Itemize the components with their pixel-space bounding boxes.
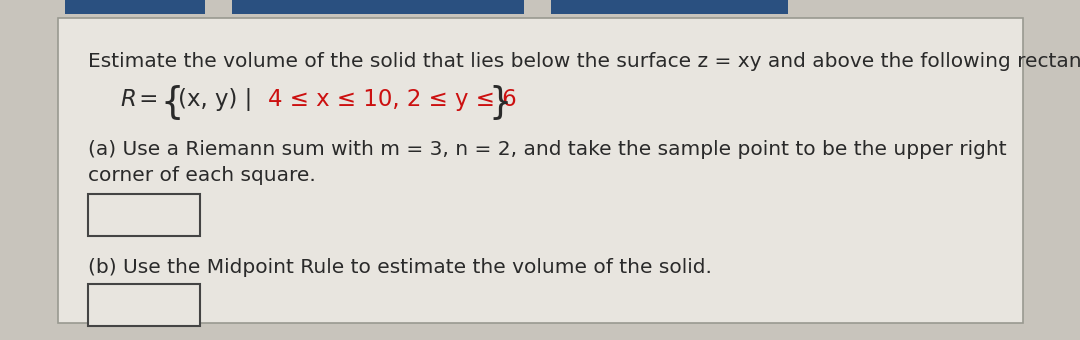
Text: (a) Use a Riemann sum with m = 3, n = 2, and take the sample point to be the upp: (a) Use a Riemann sum with m = 3, n = 2,… xyxy=(87,140,1007,159)
Text: (b) Use the Midpoint Rule to estimate the volume of the solid.: (b) Use the Midpoint Rule to estimate th… xyxy=(87,258,712,277)
Bar xyxy=(58,18,1023,323)
Text: Estimate the volume of the solid that lies below the surface z = xy and above th: Estimate the volume of the solid that li… xyxy=(87,52,1080,71)
Text: (x, y) |: (x, y) | xyxy=(178,88,259,111)
Text: }: } xyxy=(488,85,511,122)
Bar xyxy=(87,194,200,236)
Text: =: = xyxy=(132,88,165,111)
Text: corner of each square.: corner of each square. xyxy=(87,166,315,185)
Bar xyxy=(87,284,200,326)
Text: R: R xyxy=(120,88,136,111)
Text: {: { xyxy=(160,85,184,122)
Bar xyxy=(232,0,524,14)
Bar xyxy=(551,0,788,14)
Text: 4 ≤ x ≤ 10, 2 ≤ y ≤ 6: 4 ≤ x ≤ 10, 2 ≤ y ≤ 6 xyxy=(268,88,516,111)
Bar xyxy=(65,0,205,14)
